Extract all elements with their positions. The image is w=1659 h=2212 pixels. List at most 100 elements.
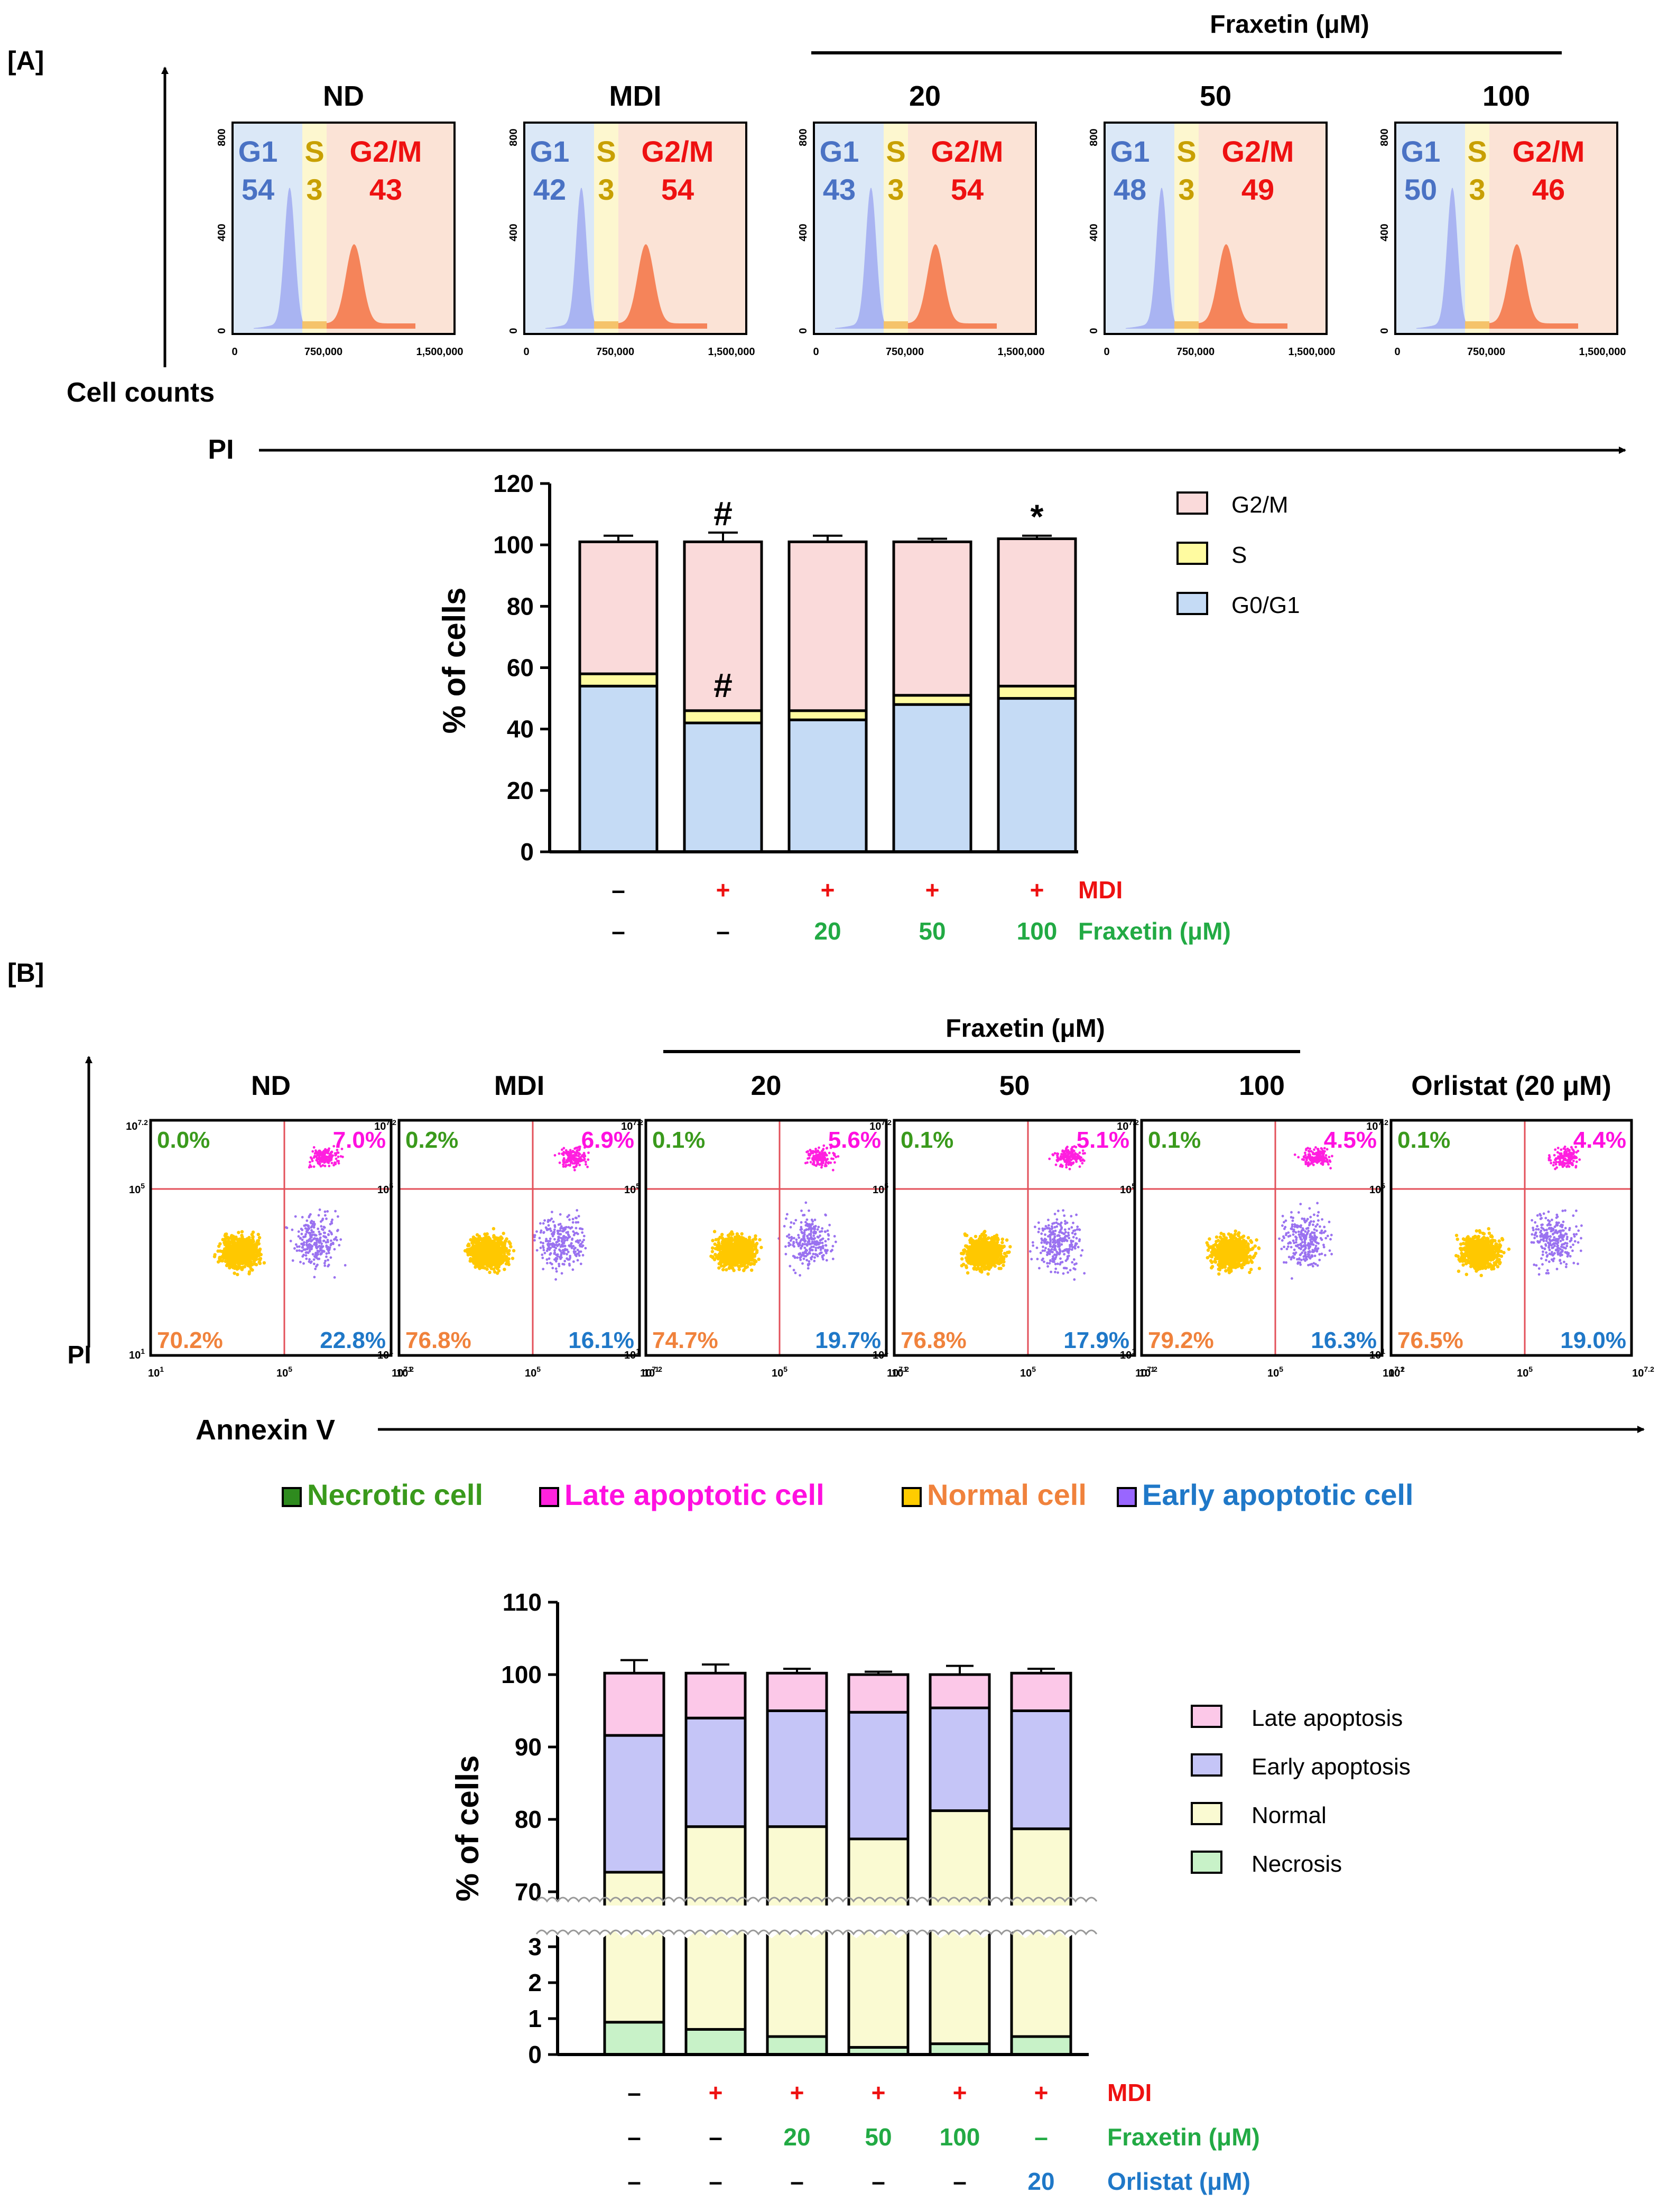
normal-cell-dot: [970, 1250, 974, 1254]
early-apoptotic-dot: [321, 1228, 325, 1231]
normal-cell-dot: [726, 1259, 729, 1263]
normal-cell-dot: [487, 1237, 491, 1241]
early-apoptotic-dot: [1066, 1258, 1069, 1261]
scatter-background: [151, 1120, 391, 1355]
normal-cell-dot: [711, 1246, 715, 1250]
early-apoptotic-dot: [817, 1241, 820, 1244]
normal-cell-dot: [497, 1251, 501, 1254]
x-tick-label: 750,000: [1176, 346, 1215, 358]
normal-cell-dot: [713, 1252, 717, 1257]
x-tick-label: 750,000: [1467, 346, 1505, 358]
normal-cell-dot: [236, 1242, 240, 1246]
early-apoptotic-dot: [575, 1231, 578, 1234]
early-apoptotic-dot: [318, 1208, 321, 1211]
normal-cell-dot: [479, 1237, 483, 1240]
s-fill: [1174, 321, 1199, 329]
legend-label: G0/G1: [1231, 592, 1300, 618]
early-apoptotic-dot: [289, 1240, 292, 1242]
normal-cell-dot: [722, 1241, 726, 1244]
early-apoptotic-dot: [302, 1243, 304, 1247]
late-apoptotic-dot: [1053, 1152, 1056, 1155]
early-apoptotic-dot: [542, 1242, 544, 1244]
early-apoptotic-dot: [1047, 1235, 1050, 1238]
early-apoptotic-dot: [826, 1249, 829, 1252]
late-apoptotic-dot: [822, 1148, 825, 1150]
pi-axis-label-a: PI: [208, 434, 234, 465]
normal-cell-dot: [475, 1233, 479, 1237]
early-apoptotic-dot: [800, 1209, 803, 1212]
early-apoptotic-dot: [562, 1263, 566, 1266]
y-tick-label: 0: [508, 328, 520, 333]
early-apoptotic-dot: [581, 1254, 585, 1257]
early-apoptotic-dot: [1052, 1241, 1055, 1243]
late-apoptotic-dot: [578, 1153, 580, 1155]
late-apoptotic-dot: [337, 1159, 340, 1163]
normal-cell-dot: [216, 1249, 220, 1253]
early-apoptotic-dot: [1055, 1250, 1059, 1253]
early-apoptotic-dot: [800, 1246, 802, 1249]
y-tick-label: 120: [493, 470, 534, 497]
early-apoptotic-dot: [788, 1236, 791, 1239]
early-apoptotic-dot: [817, 1246, 820, 1249]
normal-cell-dot: [471, 1251, 475, 1256]
normal-cell-dot: [236, 1272, 239, 1277]
normal-cell-dot: [485, 1254, 488, 1258]
normal-cell-dot: [721, 1268, 725, 1271]
early-apoptotic-dot: [316, 1263, 319, 1267]
normal-cell-dot: [745, 1252, 749, 1256]
early-apoptotic-dot: [548, 1257, 551, 1260]
early-apoptotic-dot: [1067, 1248, 1070, 1251]
early-apoptotic-dot: [1050, 1270, 1052, 1274]
treatment-row-label: MDI: [1078, 876, 1123, 904]
early-apoptotic-dot: [1075, 1213, 1078, 1216]
normal-cell-dot: [226, 1252, 230, 1256]
early-apoptotic-dot: [831, 1258, 835, 1260]
early-apoptotic-dot: [307, 1245, 310, 1248]
normal-cell-dot: [726, 1253, 729, 1257]
early-apoptotic-dot: [542, 1244, 544, 1248]
late-apoptotic-dot: [572, 1166, 576, 1169]
early-apoptotic-dot: [813, 1256, 816, 1259]
early-apoptotic-dot: [811, 1220, 814, 1223]
g1-label: G1: [1401, 135, 1441, 168]
y-tick-label: 800: [1088, 128, 1100, 146]
early-apoptotic-dot: [1047, 1219, 1050, 1222]
early-apoptotic-dot: [571, 1217, 574, 1221]
early-apoptotic-dot: [802, 1214, 804, 1217]
early-apoptotic-dot: [561, 1230, 564, 1233]
g2m-value: 49: [1241, 173, 1274, 206]
normal-cell-dot: [960, 1264, 964, 1268]
scatter-panel: 500.1% 5.1%76.8% 17.9%: [893, 1071, 1136, 1357]
early-apoptotic-dot: [1055, 1254, 1058, 1257]
x-tick-label: 1,500,000: [998, 346, 1045, 358]
early-apoptotic-dot: [576, 1209, 579, 1212]
normal-cell-dot: [717, 1242, 721, 1246]
g1-peak: [1126, 188, 1176, 329]
normal-cell-dot: [1007, 1250, 1011, 1254]
late-apoptotic-dot: [1070, 1147, 1073, 1150]
early-apoptotic-dot: [327, 1259, 329, 1261]
normal-cell-dot: [235, 1238, 239, 1241]
late-apoptotic-dot: [587, 1158, 590, 1161]
early-apoptotic-dot: [1077, 1246, 1080, 1249]
legend-swatch: [1176, 592, 1208, 615]
normal-cell-dot: [245, 1250, 249, 1254]
x-tick-label: 0: [1104, 346, 1109, 358]
normal-cell-dot: [757, 1257, 761, 1261]
early-apoptotic-dot: [1063, 1238, 1065, 1241]
early-apoptotic-dot: [1073, 1278, 1076, 1281]
scatter-panel: 200.1% 5.6%74.7% 19.7%: [644, 1071, 888, 1357]
normal-cell-dot: [971, 1240, 976, 1244]
late-apoptotic-dot: [568, 1159, 571, 1162]
early-apoptotic-dot: [1058, 1234, 1061, 1238]
normal-cell-dot: [959, 1251, 963, 1256]
early-apoptotic-dot: [1035, 1247, 1039, 1249]
normal-cell-dot: [498, 1259, 502, 1262]
normal-cell-dot: [728, 1239, 733, 1242]
late-apoptotic-dot: [568, 1164, 571, 1167]
early-apoptotic-dot: [544, 1240, 548, 1243]
early-apoptotic-dot: [314, 1244, 318, 1247]
early-apoptotic-dot: [822, 1254, 825, 1257]
s-label: S: [304, 135, 324, 168]
